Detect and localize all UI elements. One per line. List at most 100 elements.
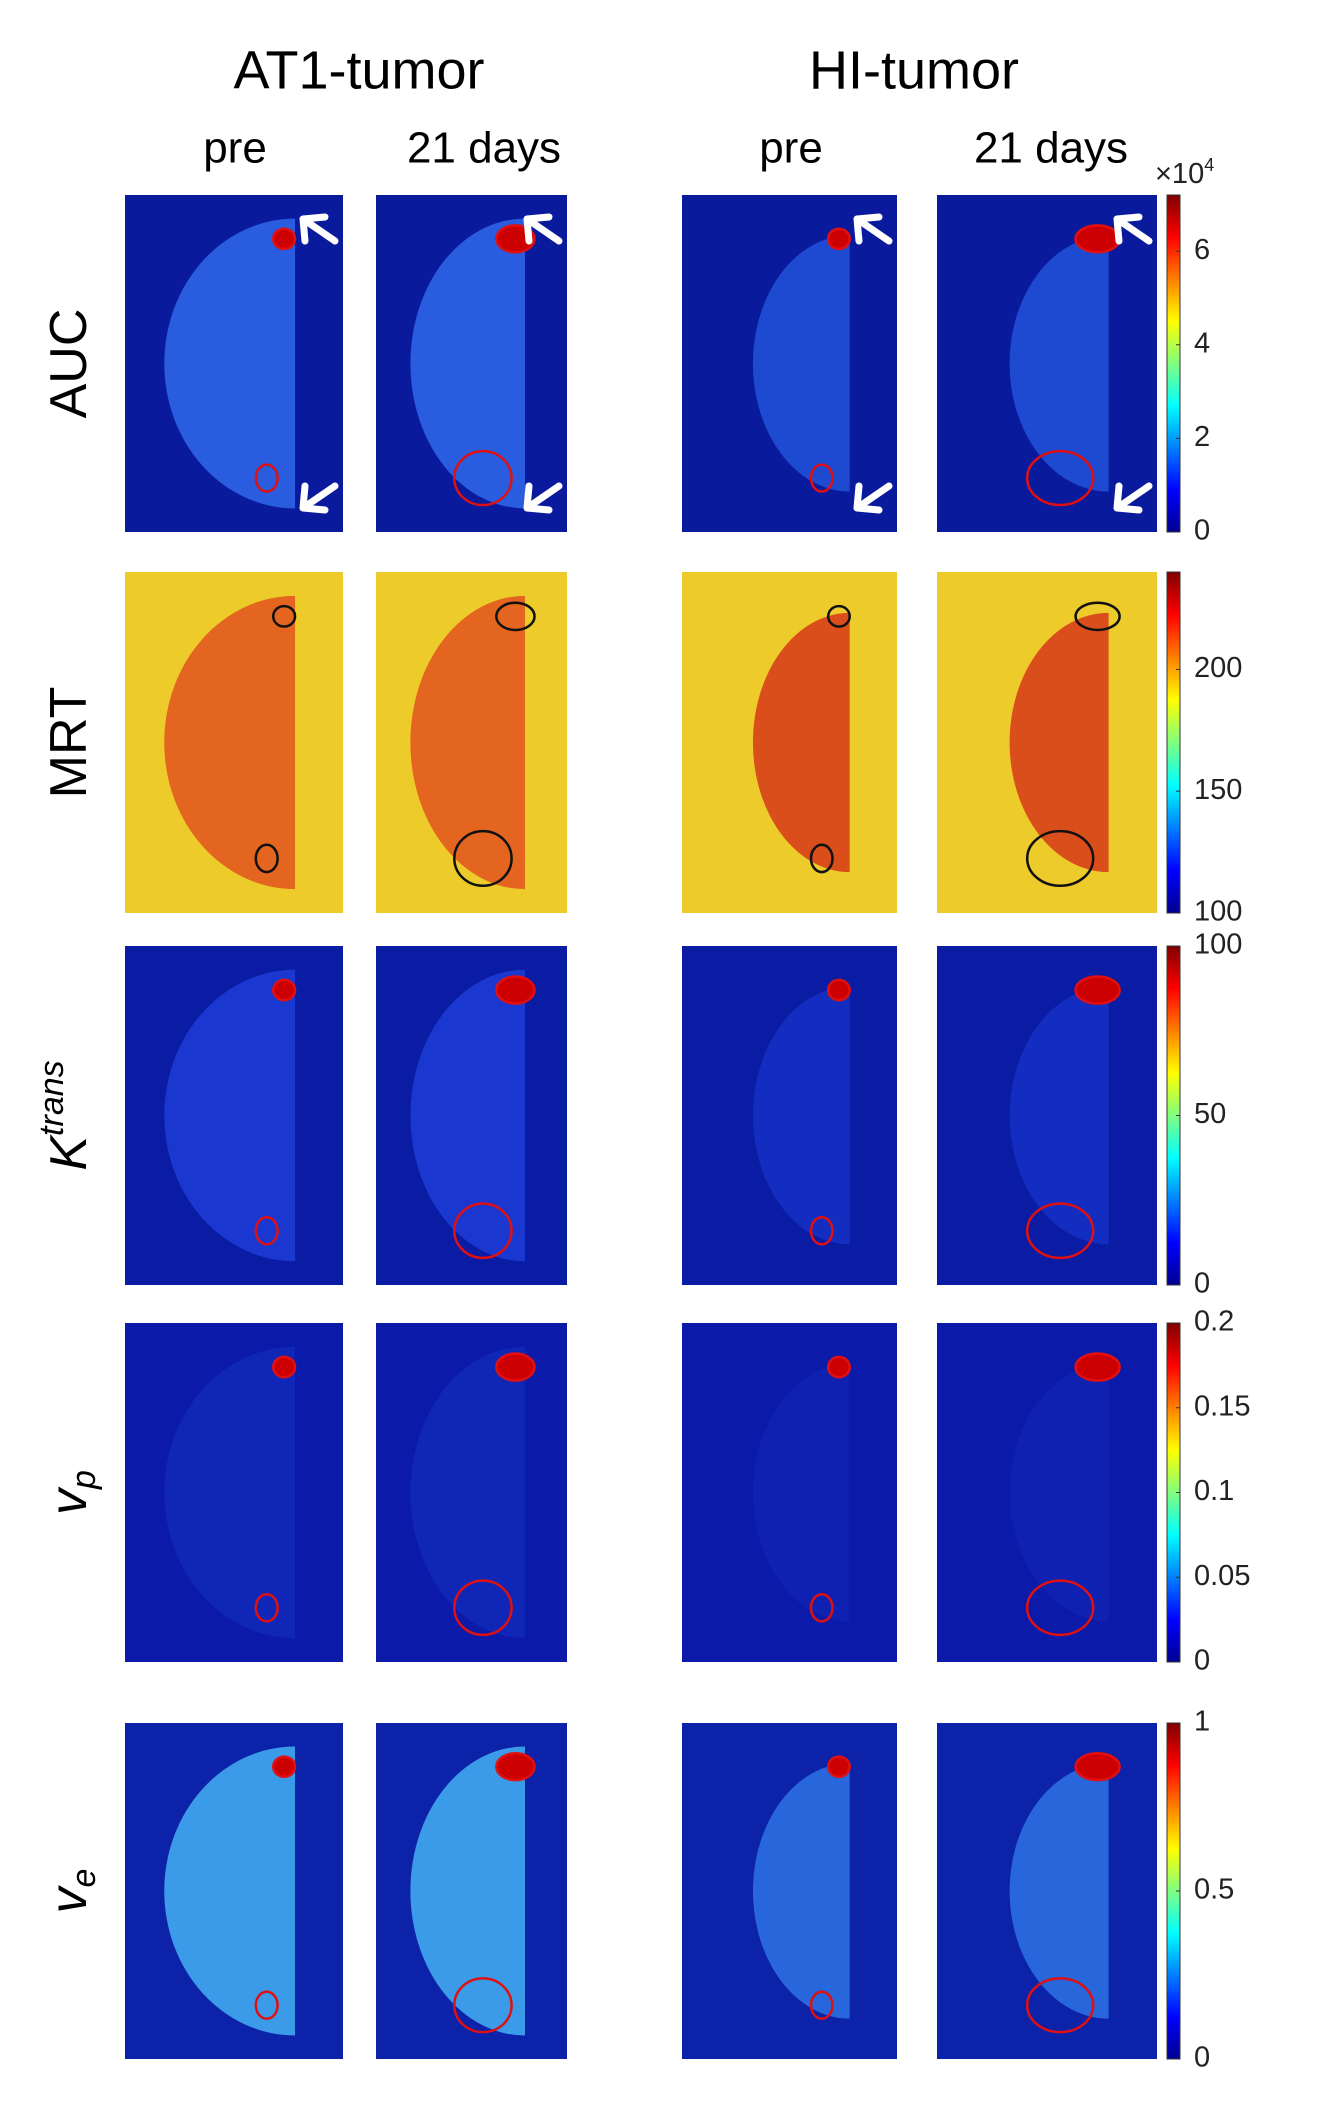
- colorbar-tick-label: 0.15: [1194, 1390, 1250, 1422]
- colorbar-tick-label: 0.1: [1194, 1475, 1234, 1507]
- group-title: HI-tumor: [809, 40, 1019, 100]
- row-label-main: v: [40, 1884, 98, 1913]
- colorbar-tick-label: 200: [1194, 652, 1242, 684]
- tumor-contour: [1074, 1751, 1121, 1782]
- arrow: [1113, 213, 1153, 245]
- colorbar-tick-label: 2: [1194, 421, 1210, 453]
- arrow: [523, 482, 563, 514]
- tumor-contour: [453, 1202, 513, 1260]
- arrow: [1113, 482, 1153, 514]
- colorbar-tick-label: 0: [1194, 1645, 1210, 1677]
- tumor-contour: [254, 1215, 279, 1246]
- tumor-contour: [809, 1592, 834, 1623]
- colorbar-tick-label: 0.2: [1194, 1306, 1234, 1338]
- arrow: [299, 213, 339, 245]
- column-label: pre: [759, 124, 823, 173]
- row-label-sup: trans: [33, 1060, 71, 1136]
- tissue: [164, 969, 296, 1262]
- tumor-contour: [271, 227, 297, 251]
- tumor-contour: [809, 843, 834, 874]
- tumor-contour: [271, 604, 297, 628]
- colorbar-tick-label: 0: [1194, 1268, 1210, 1300]
- colorbar: [1166, 194, 1181, 533]
- tumor-contour: [495, 1751, 536, 1782]
- tissue: [752, 235, 850, 492]
- tumor-contour: [1025, 1977, 1095, 2034]
- arrow: [853, 482, 893, 514]
- row-label-main: AUC: [40, 309, 98, 419]
- multiplier-base: ×10: [1155, 158, 1204, 190]
- tumor-contour: [453, 1977, 513, 2034]
- tissue: [410, 1746, 525, 2036]
- tumor-contour: [826, 978, 851, 1002]
- group-title: AT1-tumor: [233, 40, 484, 100]
- tissue: [753, 986, 850, 1245]
- tumor-contour: [1074, 224, 1121, 254]
- tissue: [1009, 235, 1109, 492]
- row-label-main: K: [40, 1134, 98, 1171]
- multiplier-exponent: 4: [1204, 155, 1214, 175]
- tumor-contour: [826, 1755, 851, 1779]
- tissue: [410, 969, 525, 1262]
- tumor-contour: [1025, 1579, 1095, 1637]
- tumor-contour: [1025, 1202, 1095, 1260]
- colorbar-tick-label: 6: [1194, 234, 1210, 266]
- tumor-contour: [453, 829, 513, 887]
- tumor-contour: [271, 1755, 297, 1779]
- tumor-contour: [1025, 829, 1095, 887]
- column-label: 21 days: [974, 124, 1128, 173]
- tissue: [410, 218, 525, 509]
- tumor-contour: [453, 1579, 513, 1637]
- row-label: AUC: [40, 309, 98, 419]
- row-label-sub: e: [65, 1869, 103, 1888]
- row-label: Ktrans: [33, 1060, 98, 1170]
- tumor-contour: [495, 601, 536, 632]
- tissue: [410, 1346, 525, 1639]
- tissue: [1009, 612, 1109, 873]
- column-label: 21 days: [407, 124, 561, 173]
- tumor-contour: [254, 843, 279, 874]
- tissue: [1009, 1763, 1109, 2019]
- column-label: pre: [203, 124, 267, 173]
- tumor-contour: [495, 1352, 536, 1382]
- colorbar-tick-label: 0: [1194, 515, 1210, 547]
- tissue: [1009, 1363, 1109, 1622]
- tumor-contour: [271, 1355, 297, 1379]
- row-label-sub: p: [65, 1470, 103, 1490]
- tumor-contour: [254, 463, 279, 493]
- tumor-contour: [495, 975, 536, 1005]
- tissue: [164, 218, 296, 509]
- colorbar-multiplier: ×104: [1155, 155, 1214, 190]
- tumor-contour: [254, 1592, 279, 1623]
- tumor-contour: [1025, 449, 1095, 507]
- arrow: [853, 213, 893, 245]
- tissue: [164, 1746, 296, 2036]
- tumor-contour: [826, 1355, 851, 1379]
- arrow: [523, 213, 563, 245]
- tissue: [410, 595, 525, 890]
- colorbar-tick-label: 0: [1194, 2042, 1210, 2074]
- colorbar: [1166, 571, 1181, 914]
- row-label: MRT: [40, 687, 98, 799]
- tissue: [164, 1346, 296, 1639]
- tissue: [752, 1763, 850, 2019]
- colorbar-tick-label: 4: [1194, 327, 1210, 359]
- tumor-contour: [826, 227, 851, 251]
- colorbar-tick-label: 0.05: [1194, 1560, 1250, 1592]
- colorbar-tick-label: 100: [1194, 896, 1242, 928]
- tumor-contour: [271, 978, 297, 1002]
- colorbar-tick-label: 50: [1194, 1098, 1226, 1130]
- tumor-contour: [809, 463, 834, 493]
- colorbar-tick-label: 0.5: [1194, 1874, 1234, 1906]
- tumor-contour: [1074, 601, 1121, 632]
- row-label: ve: [40, 1869, 103, 1914]
- tissue: [752, 612, 850, 873]
- tumor-contour: [1074, 1352, 1121, 1382]
- tissue: [1009, 986, 1109, 1245]
- row-label: vp: [40, 1470, 103, 1515]
- tumor-contour: [1074, 975, 1121, 1005]
- tumor-contour: [826, 604, 851, 628]
- colorbar-tick-label: 100: [1194, 929, 1242, 961]
